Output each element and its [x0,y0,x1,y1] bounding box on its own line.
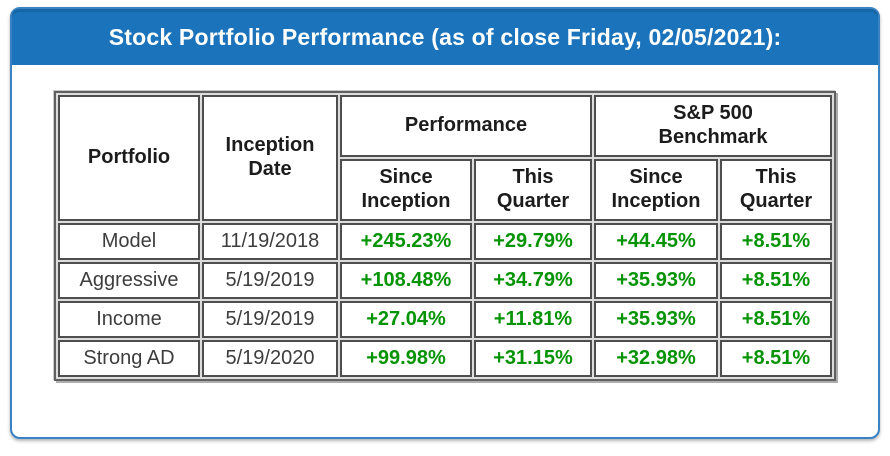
header-bar: Stock Portfolio Performance (as of close… [12,9,878,65]
column-header-perf-this-quarter: This Quarter [474,159,592,221]
cell-portfolio: Model [58,223,200,260]
column-group-performance-label: Performance [404,114,528,137]
cell-sp-this-quarter: +8.51% [720,223,832,260]
cell-sp-since-inception: +35.93% [594,262,718,299]
cell-perf-this-quarter: +34.79% [474,262,592,299]
cell-perf-this-quarter: +11.81% [474,301,592,338]
column-header-sp-since-inception-label: Since Inception [611,166,701,212]
cell-perf-this-quarter: +31.15% [474,340,592,377]
column-group-performance: Performance [340,95,592,157]
cell-portfolio: Aggressive [58,262,200,299]
cell-sp-this-quarter: +8.51% [720,340,832,377]
portfolio-performance-panel: Stock Portfolio Performance (as of close… [10,7,880,439]
table-row-aggressive: Aggressive 5/19/2019 +108.48% +34.79% +3… [58,262,832,299]
cell-perf-since-inception: +27.04% [340,301,472,338]
cell-sp-since-inception: +35.93% [594,301,718,338]
cell-sp-this-quarter: +8.51% [720,301,832,338]
column-header-inception-date-label: Inception Date [225,134,315,180]
cell-inception-date: 5/19/2019 [202,262,338,299]
cell-inception-date: 11/19/2018 [202,223,338,260]
table-row-income: Income 5/19/2019 +27.04% +11.81% +35.93%… [58,301,832,338]
cell-perf-this-quarter: +29.79% [474,223,592,260]
column-header-portfolio: Portfolio [58,95,200,221]
cell-perf-since-inception: +108.48% [340,262,472,299]
portfolio-performance-table: Portfolio Inception Date Performance S&P… [54,91,836,381]
column-group-sp500-benchmark: S&P 500 Benchmark [594,95,832,157]
column-header-inception-date: Inception Date [202,95,338,221]
column-group-sp500-benchmark-label: S&P 500 Benchmark [658,102,768,148]
header-row-groups: Portfolio Inception Date Performance S&P… [58,95,832,221]
column-header-sp-this-quarter: This Quarter [720,159,832,221]
column-header-portfolio-label: Portfolio [87,146,171,169]
column-header-sp-since-inception: Since Inception [594,159,718,221]
panel-body: Portfolio Inception Date Performance S&P… [12,65,878,381]
cell-portfolio: Strong AD [58,340,200,377]
column-header-perf-since-inception-label: Since Inception [361,166,451,212]
cell-perf-since-inception: +245.23% [340,223,472,260]
cell-inception-date: 5/19/2019 [202,301,338,338]
cell-sp-since-inception: +32.98% [594,340,718,377]
column-header-sp-this-quarter-label: This Quarter [739,166,813,212]
cell-inception-date: 5/19/2020 [202,340,338,377]
column-header-perf-since-inception: Since Inception [340,159,472,221]
cell-perf-since-inception: +99.98% [340,340,472,377]
header-row-subcolumns: Since Inception This Quarter Since Incep… [58,159,832,221]
table-header: Portfolio Inception Date Performance S&P… [58,95,832,221]
table-row-model: Model 11/19/2018 +245.23% +29.79% +44.45… [58,223,832,260]
cell-portfolio: Income [58,301,200,338]
table-row-strong-ad: Strong AD 5/19/2020 +99.98% +31.15% +32.… [58,340,832,377]
table-body: Model 11/19/2018 +245.23% +29.79% +44.45… [58,223,832,377]
column-header-perf-this-quarter-label: This Quarter [496,166,570,212]
cell-sp-this-quarter: +8.51% [720,262,832,299]
cell-sp-since-inception: +44.45% [594,223,718,260]
page-title: Stock Portfolio Performance (as of close… [108,23,782,50]
